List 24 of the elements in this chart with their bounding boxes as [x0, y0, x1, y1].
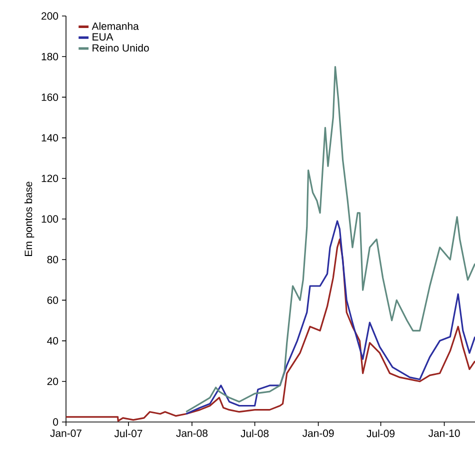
legend-label: Reino Unido — [92, 44, 149, 52]
y-tick-label: 160 — [42, 94, 58, 101]
line-series — [185, 220, 475, 415]
x-tick-label: Jul-08 — [240, 430, 269, 438]
y-tick-label: 20 — [47, 378, 58, 386]
y-tick-label: 100 — [42, 215, 58, 223]
y-tick-label: 120 — [42, 174, 58, 182]
x-tick-label: Jan-09 — [302, 430, 334, 437]
y-tick-label: 80 — [47, 256, 58, 264]
y-tick-label: 200 — [42, 12, 58, 20]
x-tick-label: Jan-08 — [176, 430, 208, 437]
x-tick-label: Jan-10 — [428, 430, 460, 437]
x-tick-label: Jan-07 — [50, 430, 82, 437]
line-series — [185, 66, 475, 413]
y-axis-title: Em pontos base — [24, 182, 34, 256]
y-tick-label: 60 — [47, 296, 58, 304]
y-tick-label: 140 — [42, 134, 58, 142]
legend-label: EUA — [92, 33, 114, 41]
x-tick-label: Jul-09 — [366, 430, 395, 438]
y-tick-label: 0 — [53, 418, 58, 426]
x-tick-label: Jul-07 — [114, 430, 142, 438]
y-tick-label: 180 — [42, 52, 58, 60]
y-tick-label: 40 — [47, 337, 58, 345]
legend-label: Alemanha — [92, 22, 139, 30]
